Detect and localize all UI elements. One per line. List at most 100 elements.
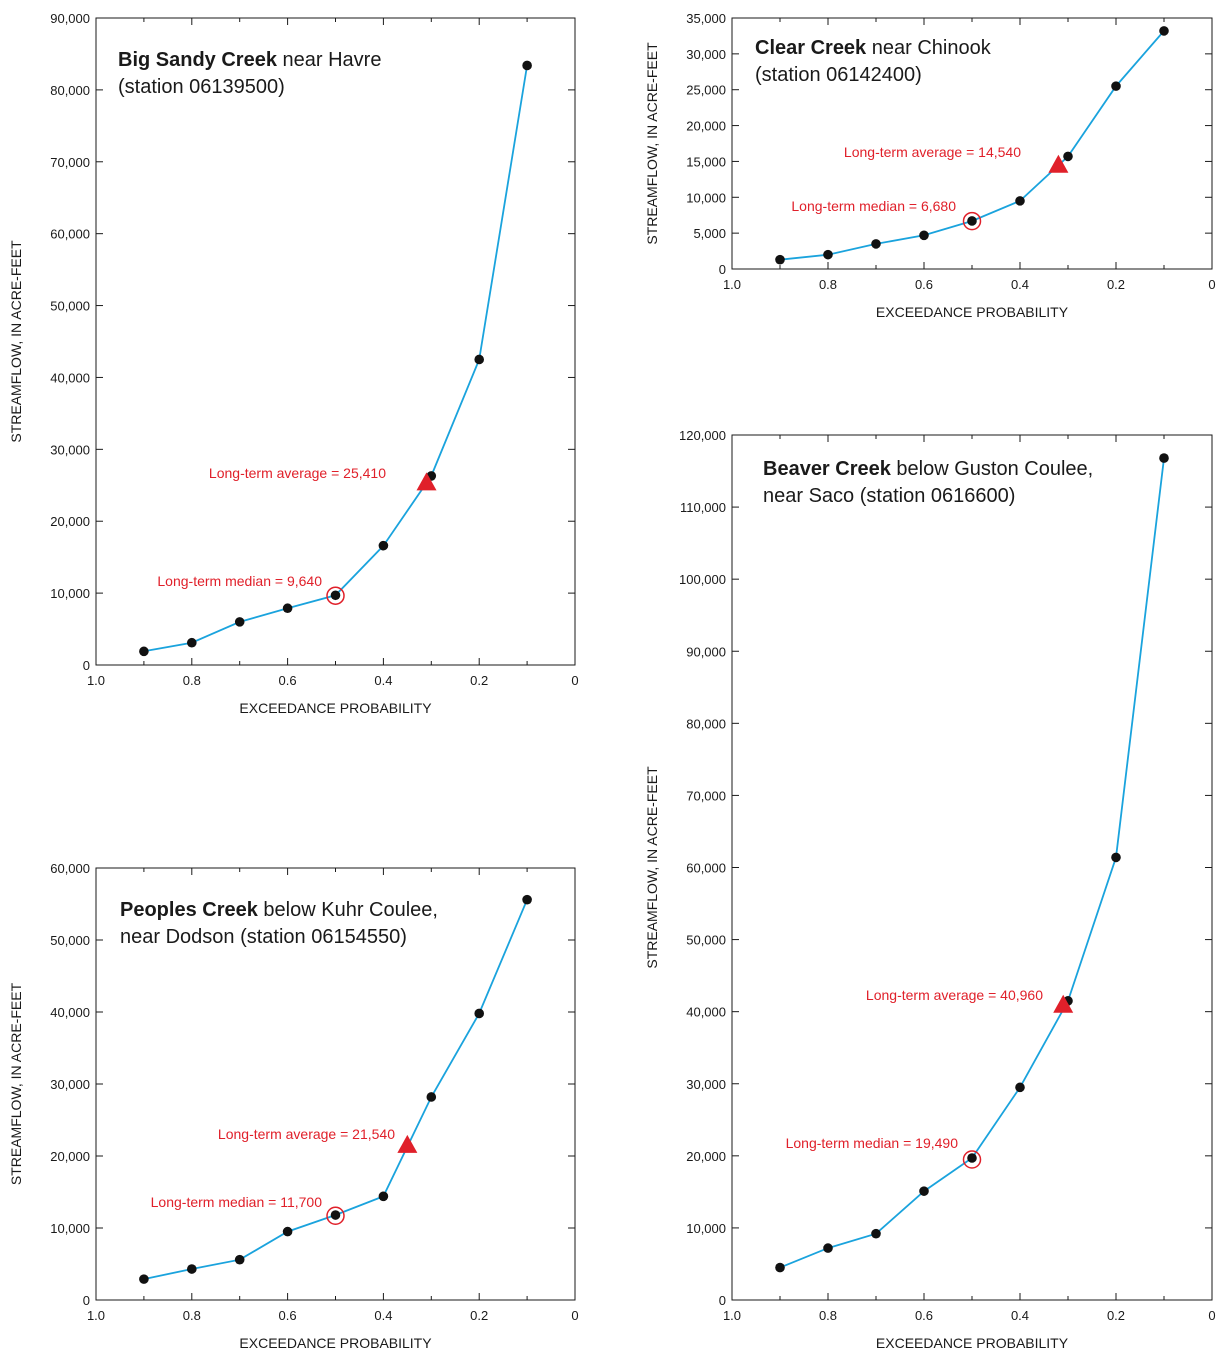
data-point — [967, 216, 977, 226]
data-point — [282, 603, 293, 614]
median-label: Long-term median = 11,700 — [151, 1194, 323, 1210]
data-point — [1063, 151, 1073, 162]
x-tick-label: 0.8 — [819, 1308, 837, 1323]
chart-title-rest: below Kuhr Coulee, — [258, 899, 438, 921]
data-point — [234, 1254, 245, 1265]
y-tick-label: 10,000 — [686, 1221, 726, 1236]
x-tick-label: 0.6 — [279, 673, 297, 688]
data-point — [1015, 196, 1025, 206]
chart-beaver-creek: 1.0 0.8 0.6 0.4 0.2 0 0 10,000 20,000 30,000 40,00… — [644, 428, 1216, 1351]
data-point — [871, 1228, 881, 1239]
median-marker — [326, 1206, 345, 1226]
chart-title-bold: Clear Creek — [755, 37, 867, 59]
x-tick-label: 0.8 — [819, 277, 837, 292]
average-label: Long-term average = 40,960 — [866, 987, 1043, 1003]
y-tick-label: 50,000 — [50, 299, 90, 314]
chart-big-sandy-creek: 1.0 0.8 0.6 0.4 0.2 0 0 10,000 20,000 30,000 40,00… — [8, 11, 579, 716]
data-point — [775, 1262, 785, 1273]
chart-title-line2: (station 06142400) — [755, 64, 922, 86]
data-point — [1111, 852, 1121, 863]
data-point — [330, 590, 341, 601]
y-tick-label: 90,000 — [686, 644, 726, 659]
chart-title-bold: Peoples Creek — [120, 899, 259, 921]
y-tick-label: 10,000 — [50, 586, 90, 601]
data-point — [823, 249, 833, 260]
y-tick-label: 80,000 — [686, 716, 726, 731]
chart-title: Big Sandy Creek near Havre — [118, 49, 381, 71]
y-tick-label: 0 — [83, 658, 90, 673]
y-tick-label: 30,000 — [50, 442, 90, 457]
y-tick-label: 40,000 — [50, 1005, 90, 1020]
chart-peoples-creek: 1.0 0.8 0.6 0.4 0.2 0 0 10,000 20,000 30,000 40,00… — [8, 861, 579, 1351]
chart-clear-creek: 1.0 0.8 0.6 0.4 0.2 0 0 5,000 10,000 15,000 20,000… — [644, 11, 1216, 320]
x-tick-label: 1.0 — [723, 1308, 741, 1323]
data-point — [871, 239, 881, 249]
x-tick-label: 0.2 — [470, 1308, 488, 1323]
data-point — [1159, 453, 1169, 463]
y-tick-label: 50,000 — [50, 933, 90, 948]
median-marker — [326, 586, 345, 605]
x-tick-label: 0.4 — [374, 673, 392, 688]
average-label: Long-term average = 21,540 — [218, 1126, 395, 1142]
data-point — [187, 1264, 197, 1274]
chart-title-rest: near Chinook — [866, 37, 992, 59]
y-tick-label: 30,000 — [50, 1077, 90, 1092]
y-tick-label: 70,000 — [50, 155, 90, 170]
data-point — [522, 60, 532, 71]
median-marker — [962, 1150, 982, 1169]
y-tick-label: 90,000 — [50, 11, 90, 26]
y-axis-title: STREAMFLOW, IN ACRE-FEET — [644, 42, 660, 245]
x-tick-label: 1.0 — [723, 277, 741, 292]
x-tick-label: 1.0 — [87, 673, 105, 688]
average-marker — [1048, 154, 1069, 173]
y-tick-label: 50,000 — [686, 933, 726, 948]
data-point — [282, 1226, 293, 1237]
average-label: Long-term average = 14,540 — [844, 144, 1021, 160]
data-point — [474, 354, 485, 365]
y-tick-label: 20,000 — [50, 514, 90, 529]
x-tick-label: 0 — [1208, 1308, 1215, 1323]
y-tick-label: 0 — [83, 1293, 90, 1308]
data-point — [775, 254, 785, 265]
x-axis-title: EXCEEDANCE PROBABILITY — [239, 700, 432, 716]
median-label: Long-term median = 19,490 — [786, 1135, 959, 1151]
y-tick-label: 20,000 — [686, 1149, 726, 1164]
chart-title-bold: Big Sandy Creek — [118, 49, 278, 71]
y-tick-label: 5,000 — [693, 226, 726, 241]
x-tick-label: 0.8 — [183, 673, 201, 688]
x-tick-label: 0.6 — [279, 1308, 297, 1323]
y-tick-label: 60,000 — [50, 861, 90, 876]
data-point — [1159, 26, 1169, 36]
y-tick-label: 30,000 — [686, 1077, 726, 1092]
data-point — [139, 646, 149, 657]
y-tick-label: 110,000 — [680, 500, 726, 515]
x-tick-label: 0 — [571, 673, 578, 688]
y-axis-title: STREAMFLOW, IN ACRE-FEET — [8, 982, 24, 1185]
chart-title-rest: below Guston Coulee, — [891, 458, 1093, 480]
y-tick-label: 15,000 — [686, 154, 726, 169]
median-label: Long-term median = 9,640 — [157, 573, 322, 589]
data-point — [919, 1186, 929, 1196]
x-tick-label: 0.2 — [1107, 1308, 1125, 1323]
chart-title: Clear Creek near Chinook — [755, 37, 992, 59]
data-point — [522, 894, 532, 905]
y-tick-label: 40,000 — [686, 1005, 726, 1020]
average-marker — [1053, 994, 1074, 1013]
x-axis-title: EXCEEDANCE PROBABILITY — [876, 304, 1069, 320]
x-tick-label: 0.4 — [1011, 1308, 1029, 1323]
chart-title-line2: near Saco (station 0616600) — [763, 485, 1015, 507]
data-point — [378, 1191, 389, 1202]
x-axis-title: EXCEEDANCE PROBABILITY — [239, 1335, 432, 1351]
y-tick-label: 20,000 — [50, 1149, 90, 1164]
y-tick-label: 10,000 — [686, 190, 726, 205]
data-point — [919, 230, 929, 241]
x-tick-label: 1.0 — [87, 1308, 105, 1323]
y-tick-label: 100,000 — [679, 572, 726, 587]
y-tick-label: 0 — [719, 1293, 726, 1308]
data-point — [426, 1092, 437, 1102]
median-label: Long-term median = 6,680 — [791, 198, 956, 214]
y-tick-label: 25,000 — [686, 83, 726, 98]
x-axis-title: EXCEEDANCE PROBABILITY — [876, 1335, 1069, 1351]
y-tick-label: 60,000 — [686, 861, 726, 876]
